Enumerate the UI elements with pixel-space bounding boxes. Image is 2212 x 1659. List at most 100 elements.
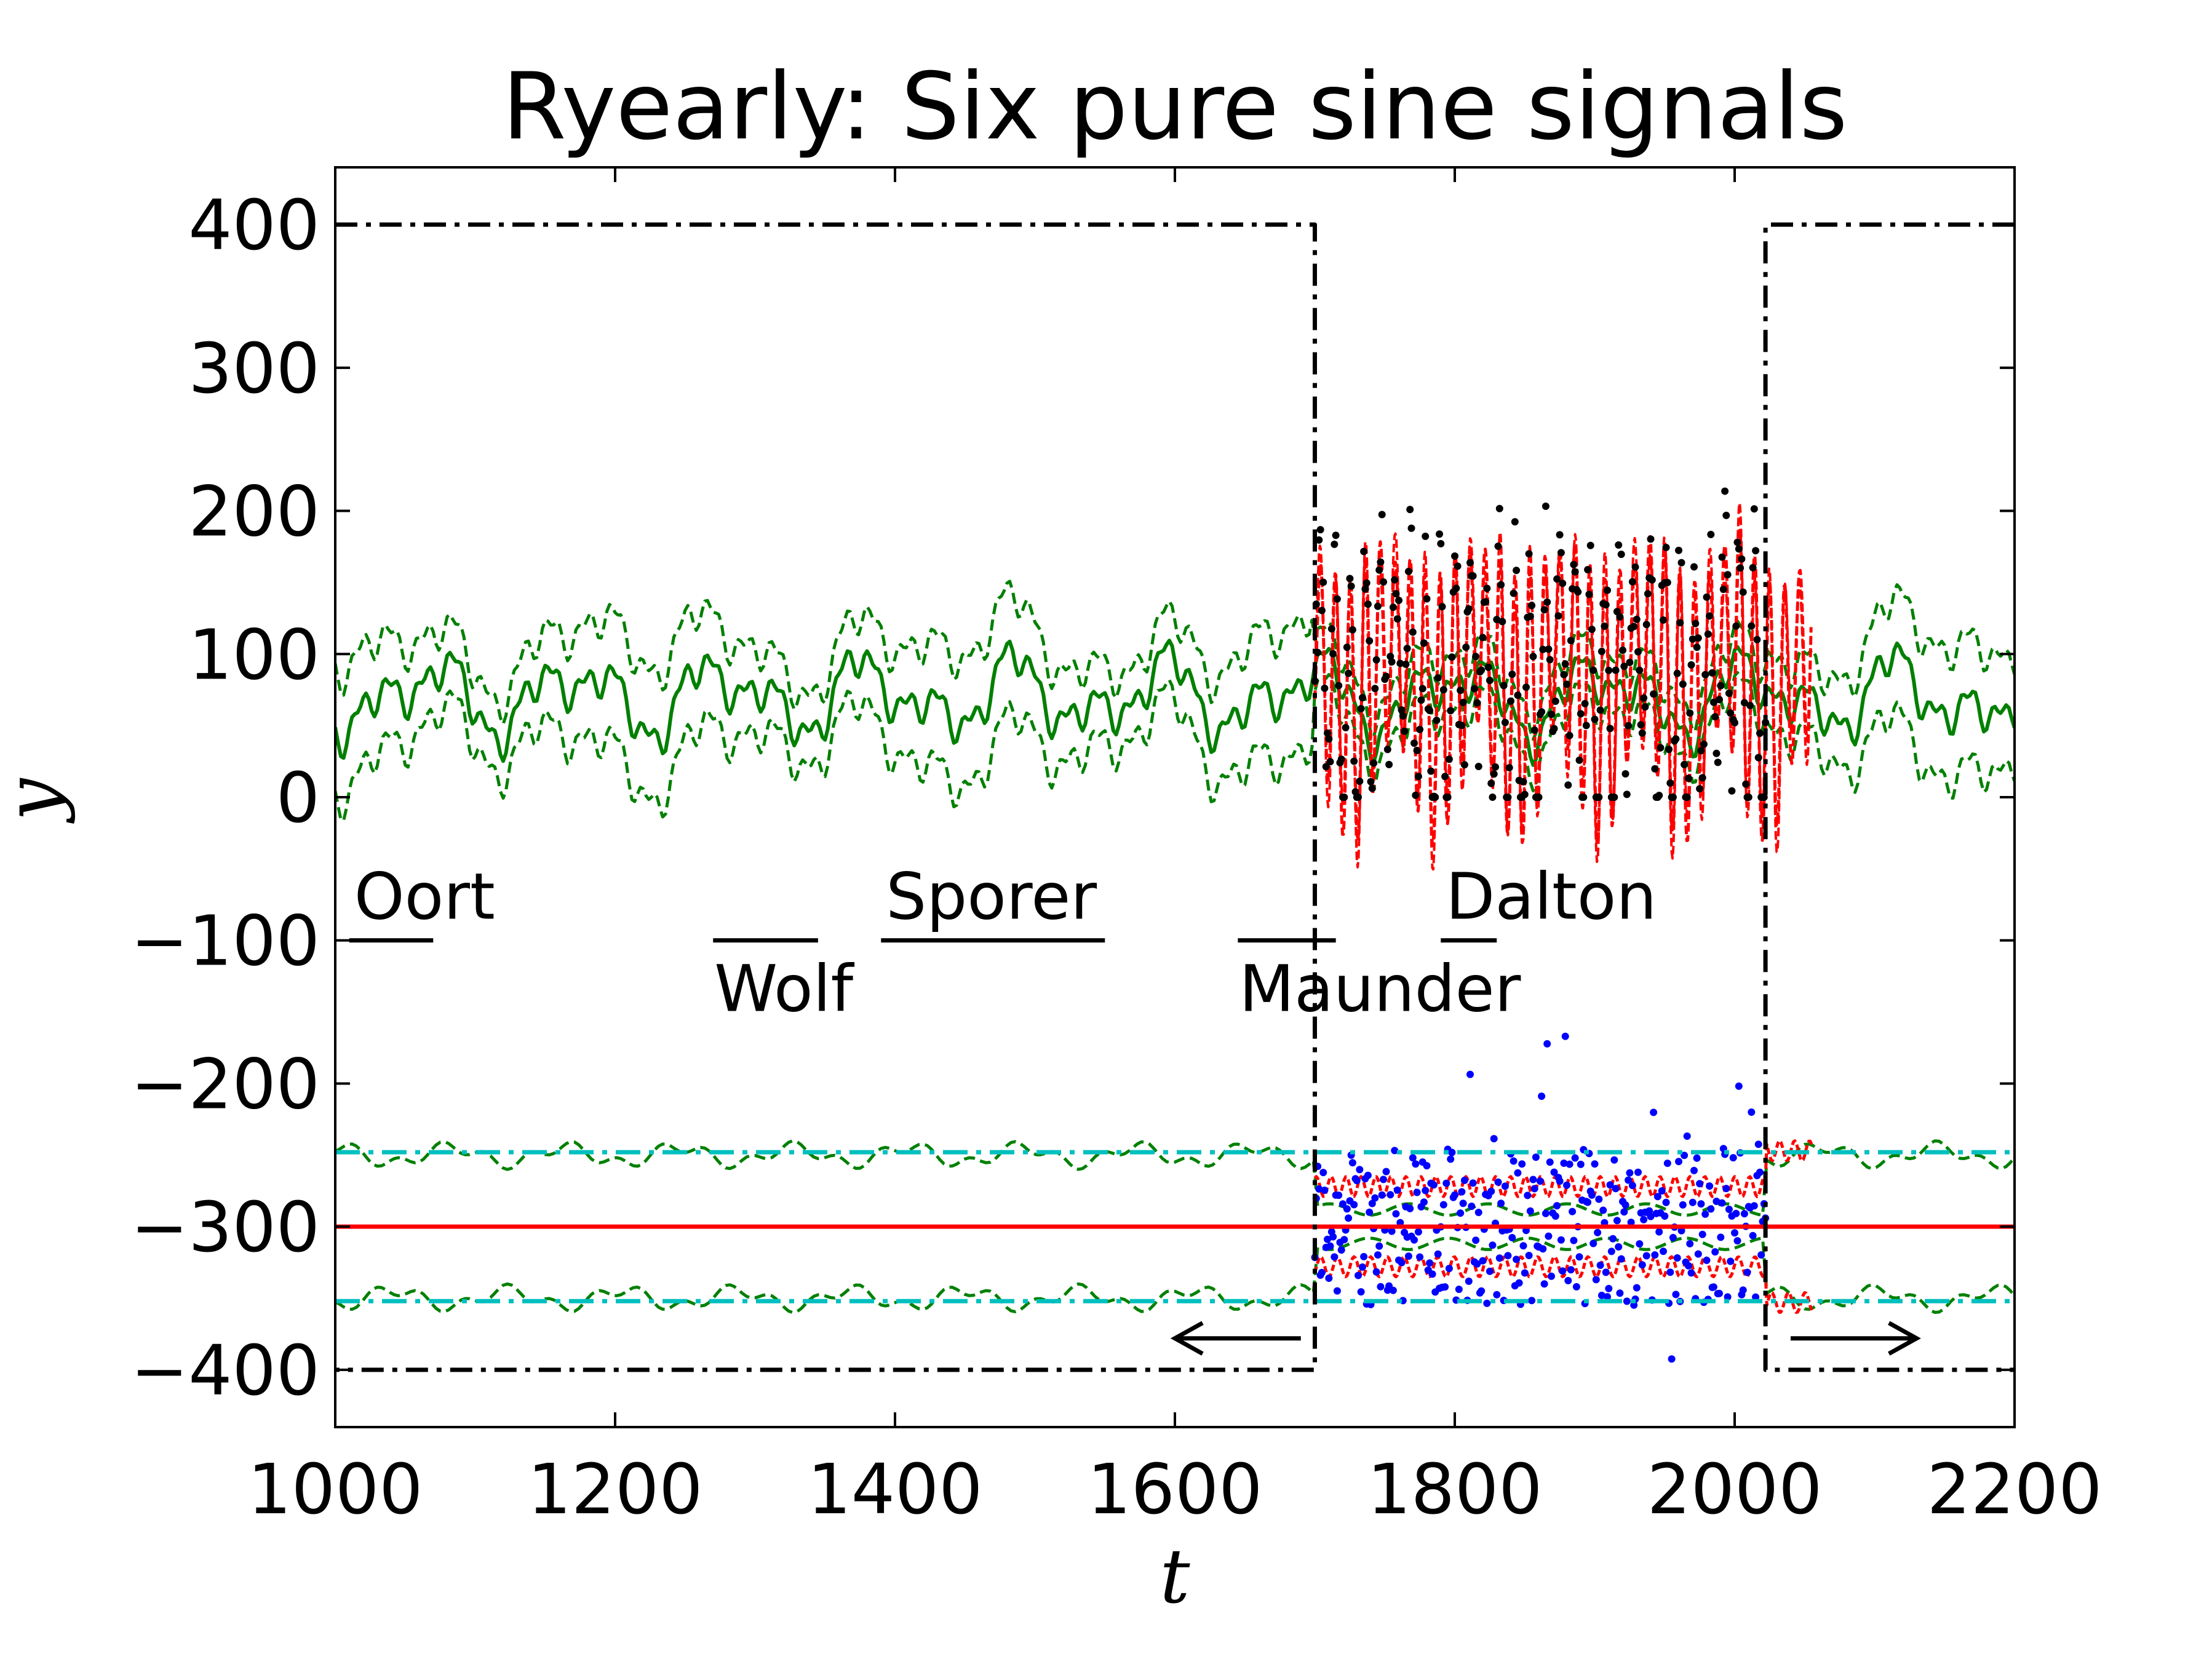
residual-point: [1414, 1228, 1422, 1236]
data-point: [1669, 794, 1677, 801]
residual-point: [1524, 1192, 1532, 1199]
residual-point: [1551, 1212, 1559, 1220]
data-point: [1525, 550, 1533, 558]
residual-point: [1358, 1263, 1366, 1271]
residual-point: [1319, 1169, 1327, 1177]
residual-point: [1681, 1152, 1689, 1160]
residual-point: [1430, 1181, 1438, 1189]
residual-point: [1325, 1275, 1333, 1282]
residual-point: [1466, 1070, 1474, 1078]
residual-point: [1441, 1283, 1449, 1291]
data-point: [1511, 518, 1519, 526]
residual-point: [1355, 1271, 1362, 1279]
x-tick-label: 1200: [527, 1450, 702, 1530]
data-point: [1484, 663, 1492, 671]
data-point: [1412, 791, 1420, 799]
y-tick-label: 300: [188, 329, 320, 409]
data-point: [1451, 552, 1458, 560]
data-point: [1596, 706, 1604, 714]
residual-point: [1727, 1257, 1735, 1265]
data-point: [1470, 685, 1478, 693]
residual-point: [1528, 1297, 1536, 1305]
residual-point: [1602, 1268, 1610, 1276]
data-point: [1482, 598, 1490, 606]
data-point: [1526, 612, 1534, 620]
residual-point: [1540, 1280, 1548, 1288]
residual-point: [1717, 1233, 1725, 1241]
residual-point: [1605, 1284, 1613, 1292]
residual-point: [1357, 1288, 1365, 1296]
residual-point: [1616, 1289, 1624, 1297]
residual-point: [1620, 1208, 1628, 1216]
data-point: [1735, 545, 1743, 553]
residual-point: [1567, 1266, 1575, 1274]
residual-point: [1589, 1239, 1597, 1247]
x-tick-label: 1600: [1087, 1450, 1262, 1530]
residual-point: [1515, 1279, 1523, 1287]
data-point: [1636, 666, 1644, 674]
residual-point: [1595, 1195, 1603, 1203]
residual-point: [1378, 1191, 1386, 1199]
data-point: [1548, 710, 1555, 718]
data-point: [1704, 630, 1712, 638]
data-point: [1650, 690, 1658, 698]
data-point: [1742, 780, 1750, 788]
residual-point: [1633, 1284, 1641, 1292]
data-point: [1752, 547, 1760, 555]
residual-point: [1337, 1246, 1345, 1254]
residual-point: [1457, 1209, 1465, 1217]
residual-point: [1392, 1210, 1400, 1218]
residual-point: [1703, 1256, 1711, 1264]
data-point: [1657, 744, 1665, 752]
residual-point: [1487, 1187, 1495, 1195]
data-point: [1459, 698, 1467, 706]
data-point: [1422, 532, 1430, 540]
data-point: [1436, 530, 1443, 538]
residual-point: [1526, 1207, 1534, 1215]
residual-point: [1651, 1251, 1659, 1259]
data-point: [1692, 619, 1700, 627]
minimum-label-dalton: Dalton: [1446, 859, 1657, 934]
data-point: [1727, 709, 1735, 717]
data-point: [1690, 563, 1698, 571]
data-point: [1610, 794, 1618, 801]
data-point: [1665, 746, 1673, 754]
fit-band-line: [1313, 501, 1813, 871]
data-point: [1725, 690, 1733, 697]
data-point: [1385, 760, 1393, 768]
residual-point: [1596, 1261, 1604, 1269]
data-point: [1749, 563, 1757, 571]
residual-point: [1606, 1181, 1614, 1189]
residual-point: [1693, 1154, 1701, 1162]
data-point: [1615, 541, 1623, 549]
residual-point: [1536, 1177, 1544, 1185]
residual-point: [1718, 1199, 1726, 1207]
data-point: [1332, 531, 1340, 539]
residual-point: [1722, 1185, 1730, 1193]
residual-point: [1548, 1272, 1555, 1280]
residual-point: [1406, 1204, 1414, 1212]
data-point: [1711, 713, 1719, 721]
data-point: [1452, 584, 1460, 592]
residual-point: [1731, 1229, 1738, 1237]
residual-point: [1391, 1147, 1399, 1155]
residual-point: [1458, 1188, 1466, 1196]
data-point: [1696, 785, 1704, 793]
residual-point: [1609, 1235, 1617, 1243]
data-point: [1444, 794, 1452, 801]
data-point: [1347, 582, 1355, 590]
data-point: [1731, 719, 1738, 726]
residual-point: [1460, 1176, 1468, 1184]
residual-point: [1510, 1157, 1518, 1165]
data-point: [1577, 710, 1585, 718]
residual-point: [1545, 1232, 1553, 1240]
data-point: [1514, 691, 1522, 699]
residual-point: [1393, 1186, 1401, 1194]
data-point: [1388, 658, 1396, 666]
residual-point: [1684, 1262, 1692, 1270]
residual-point: [1706, 1182, 1714, 1190]
residual-point: [1621, 1201, 1629, 1209]
residual-point: [1640, 1215, 1648, 1223]
data-point: [1380, 578, 1387, 586]
data-point: [1445, 755, 1453, 763]
